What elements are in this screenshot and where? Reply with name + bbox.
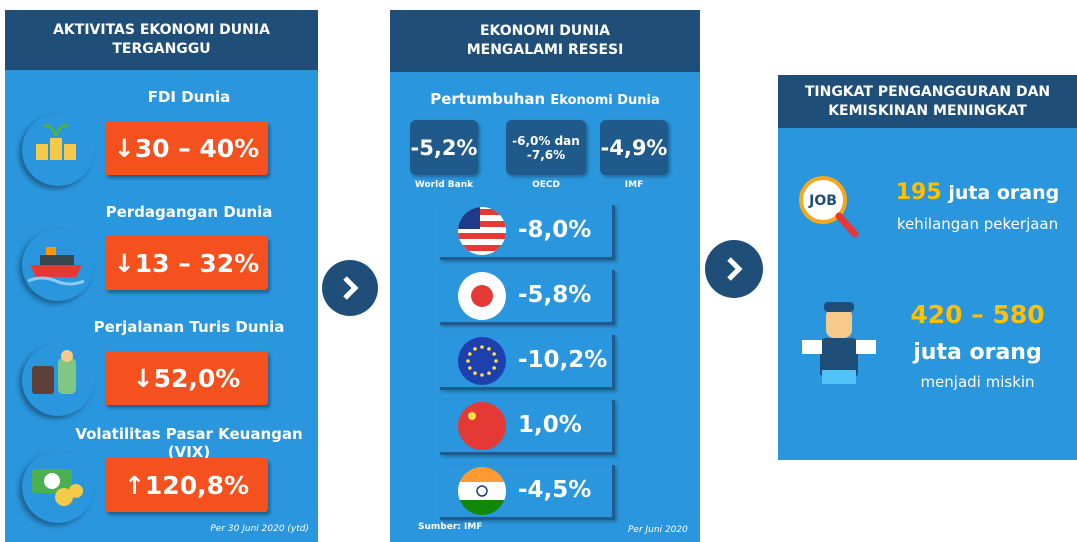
stat-line: 195 juta orang xyxy=(878,180,1077,205)
estimate-value: -6,0% dan xyxy=(512,134,580,148)
item-label: Perdagangan Dunia xyxy=(60,203,318,221)
stat-desc: kehilangan pekerjaan xyxy=(878,215,1077,233)
item-icon xyxy=(22,114,94,186)
arrow-icon xyxy=(705,240,763,298)
title-line: MENGALAMI RESESI xyxy=(390,41,700,60)
estimate-value: -7,6% xyxy=(527,148,565,162)
country-value: -10,2% xyxy=(518,347,607,373)
country-value: -8,0% xyxy=(518,217,591,243)
estimate-source: OECD xyxy=(496,180,596,190)
panel-header: TINGKAT PENGANGGURAN DAN KEMISKINAN MENI… xyxy=(778,75,1077,128)
flag-icon xyxy=(456,205,508,257)
poor-person-icon xyxy=(798,300,883,390)
subtitle-bold: Pertumbuhan xyxy=(430,90,545,108)
item-icon xyxy=(22,451,94,523)
title-line: KEMISKINAN MENINGKAT xyxy=(778,102,1077,121)
svg-text:JOB: JOB xyxy=(808,193,837,209)
title-line: TERGANGGU xyxy=(5,40,318,59)
panel-header: AKTIVITAS EKONOMI DUNIA TERGANGGU xyxy=(5,10,318,70)
estimate-box: -4,9% xyxy=(600,120,668,175)
item-label: Volatilitas Pasar Keuangan (VIX) xyxy=(60,425,318,461)
value-box: ↓52,0% xyxy=(105,351,268,405)
item-icon xyxy=(22,344,94,416)
source: Sumber: IMF xyxy=(418,522,482,532)
page: {"panels":[ {"title":["AKTIVITAS EKONOMI… xyxy=(0,0,1077,542)
country-row: -4,5% xyxy=(440,465,615,520)
title-line: EKONOMI DUNIA xyxy=(390,22,700,41)
stat-unit: juta orang xyxy=(948,182,1059,204)
item-icon xyxy=(22,229,94,301)
country-row: -8,0% xyxy=(440,205,615,260)
subtitle: Pertumbuhan Ekonomi Dunia xyxy=(390,90,700,108)
icon xyxy=(22,344,94,416)
note: Per Juni 2020 xyxy=(628,525,688,535)
stat-number: 195 xyxy=(896,180,942,205)
country-row: -5,8% xyxy=(440,270,615,325)
country-value: -5,8% xyxy=(518,282,591,308)
title-line: AKTIVITAS EKONOMI DUNIA xyxy=(5,21,318,40)
chevron xyxy=(719,254,749,284)
estimate-box: -5,2% xyxy=(410,120,478,175)
subtitle-rest: Ekonomi Dunia xyxy=(550,93,659,108)
estimate-source: IMF xyxy=(590,180,678,190)
stat-desc: menjadi miskin xyxy=(878,373,1077,391)
flag-icon xyxy=(456,270,508,322)
stat-unit: juta orang xyxy=(878,340,1077,365)
item-label: FDI Dunia xyxy=(60,88,318,106)
value-box: ↓30 – 40% xyxy=(105,121,268,175)
chevron xyxy=(335,273,365,303)
icon xyxy=(22,229,94,301)
arrow-icon xyxy=(322,260,378,316)
icon xyxy=(22,114,94,186)
title-line: TINGKAT PENGANGGURAN DAN xyxy=(778,83,1077,102)
value-box: ↑120,8% xyxy=(105,458,268,512)
estimate-value: -5,2% xyxy=(411,136,478,160)
estimate-box: -6,0% dan-7,6% xyxy=(506,120,586,175)
panel-header: EKONOMI DUNIA MENGALAMI RESESI xyxy=(390,10,700,72)
icon xyxy=(22,451,94,523)
estimate-source: World Bank xyxy=(400,180,488,190)
note: Per 30 Juni 2020 (ytd) xyxy=(210,524,309,534)
value-box: ↓13 – 32% xyxy=(105,236,268,290)
flag-icon xyxy=(456,465,508,517)
stat-number: 420 – 580 xyxy=(878,300,1077,329)
country-row: -10,2% xyxy=(440,335,615,390)
item-label: Perjalanan Turis Dunia xyxy=(60,318,318,336)
country-value: 1,0% xyxy=(518,412,582,438)
country-value: -4,5% xyxy=(518,477,591,503)
estimate-value: -4,9% xyxy=(601,136,668,160)
flag-icon xyxy=(456,400,508,452)
job-icon: JOB xyxy=(795,172,865,242)
country-row: 1,0% xyxy=(440,400,615,455)
flag-icon xyxy=(456,335,508,387)
